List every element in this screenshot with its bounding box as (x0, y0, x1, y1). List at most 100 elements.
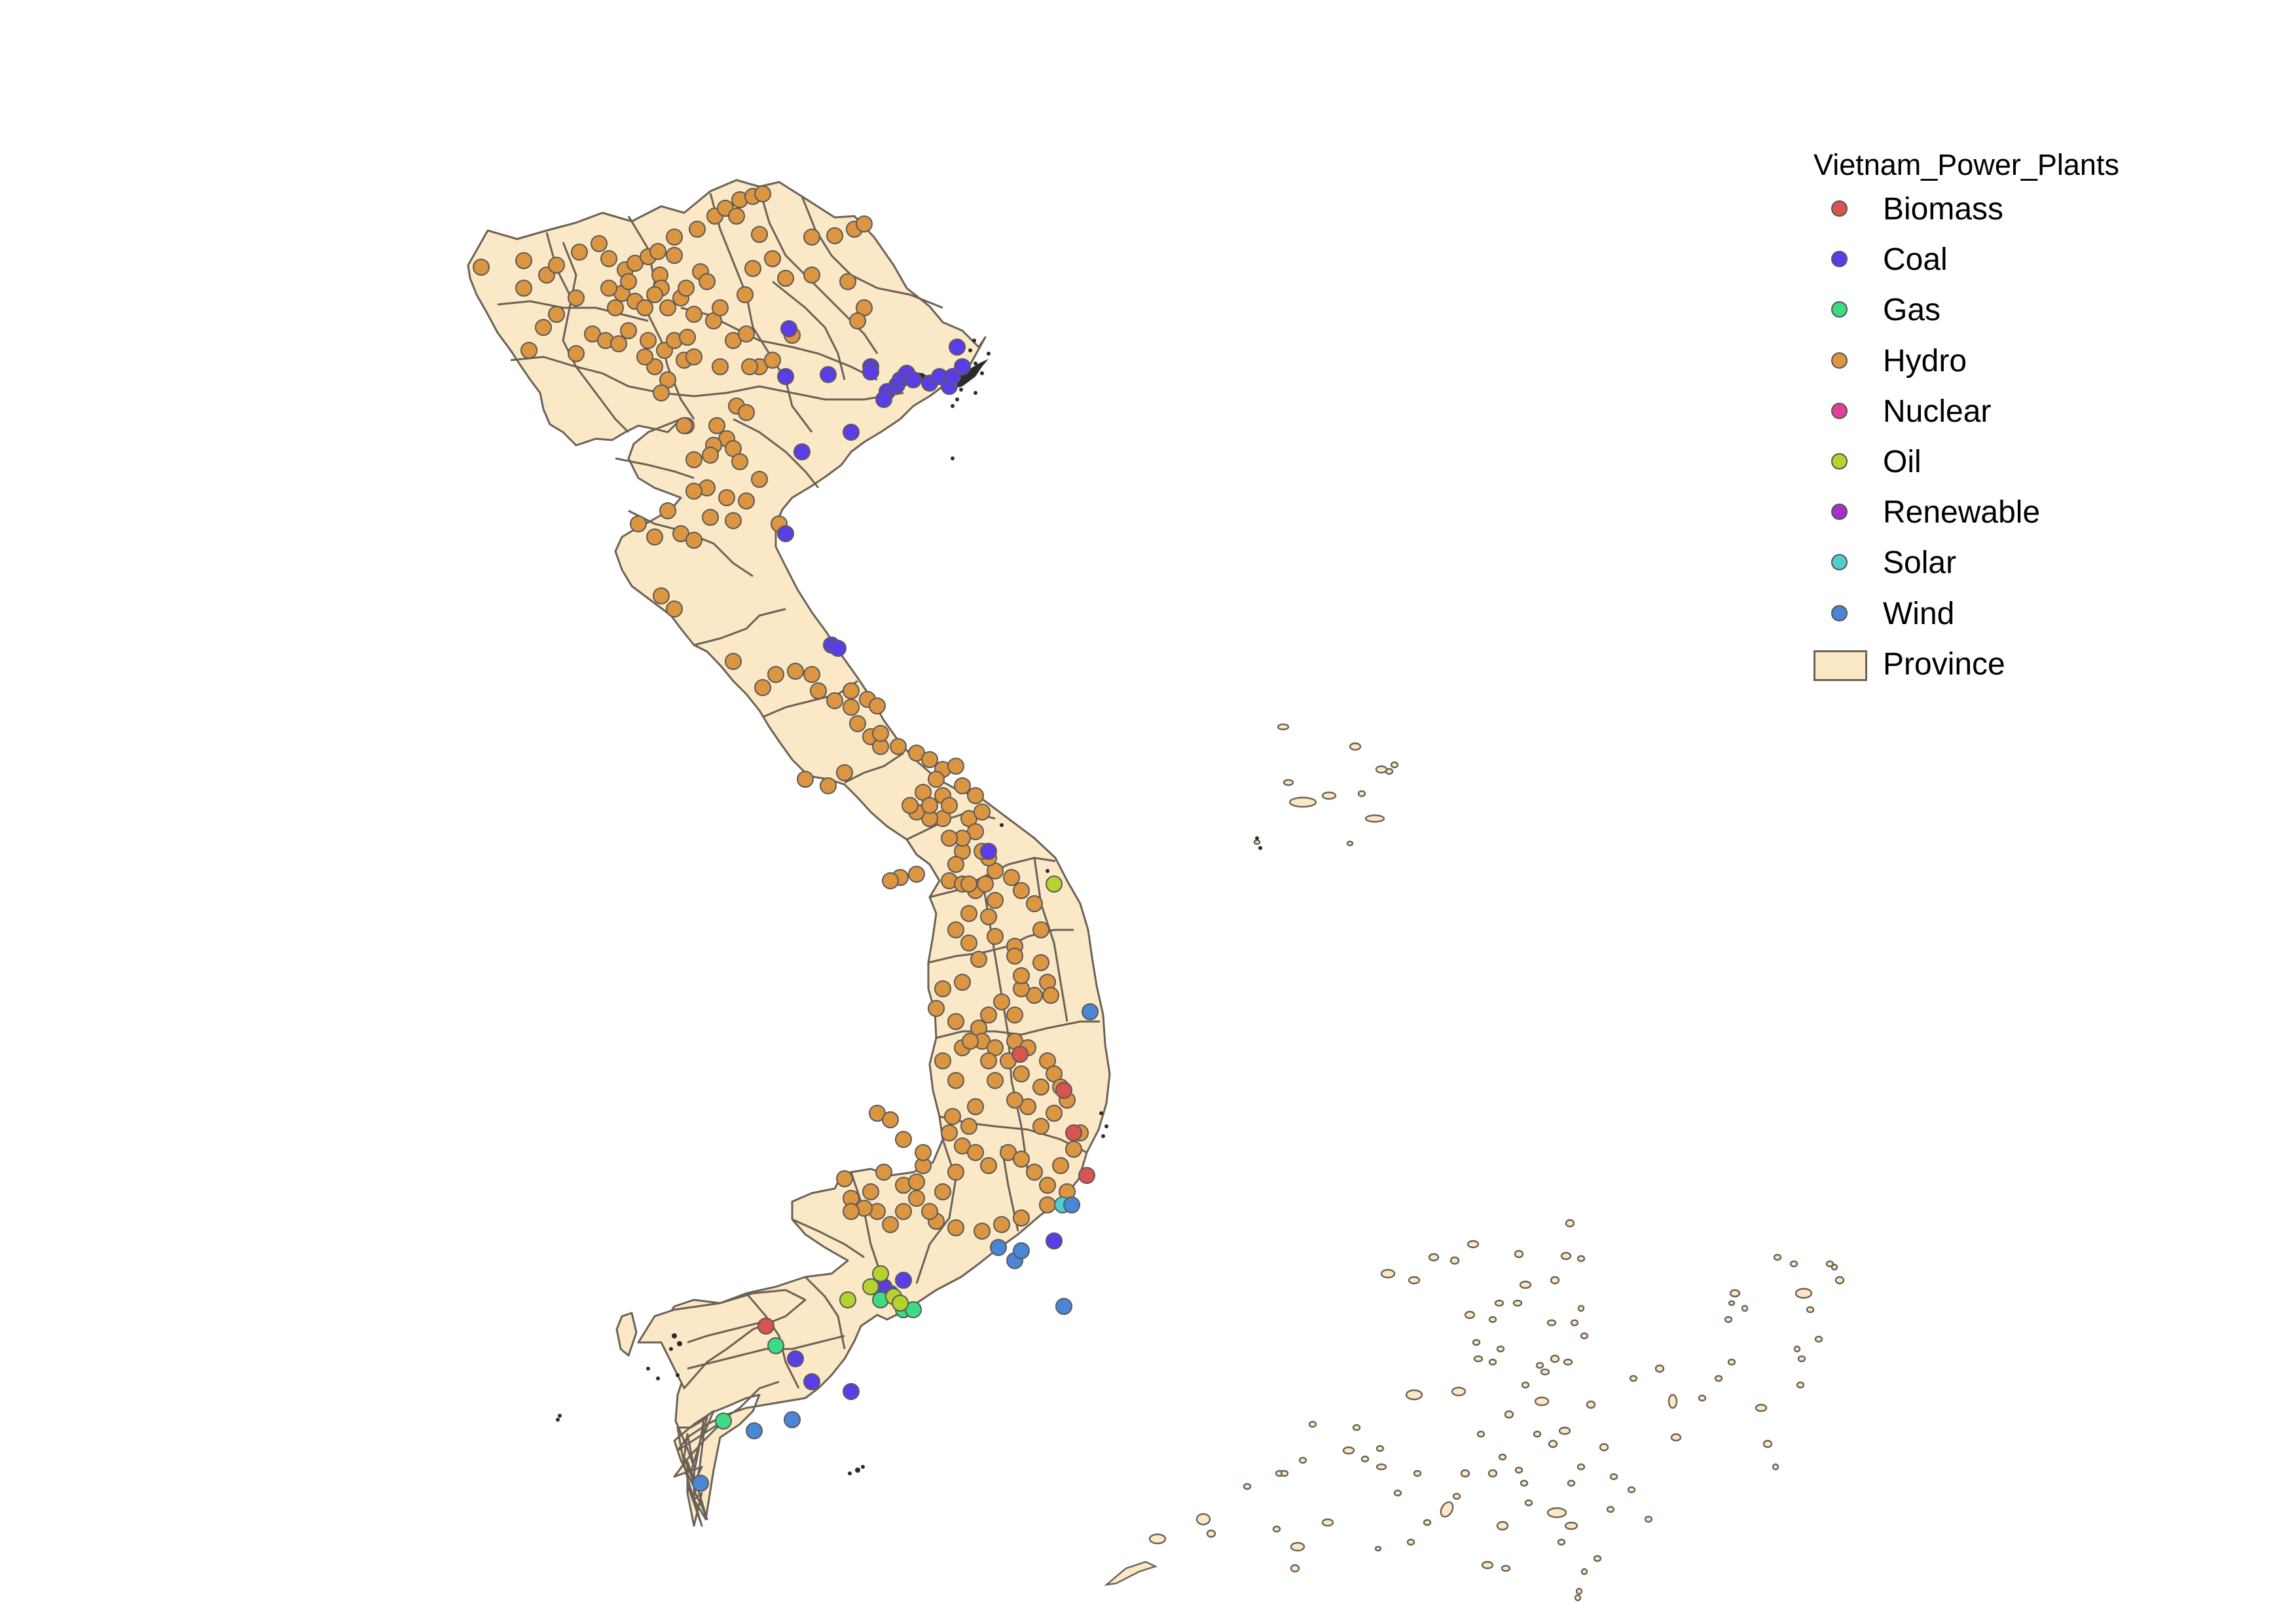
hydro-plant-marker[interactable] (908, 1173, 925, 1190)
oil-plant-marker[interactable] (839, 1291, 856, 1308)
hydro-plant-marker[interactable] (872, 725, 889, 742)
hydro-plant-marker[interactable] (934, 1052, 951, 1069)
hydro-plant-marker[interactable] (941, 830, 958, 847)
hydro-plant-marker[interactable] (646, 528, 663, 545)
hydro-plant-marker[interactable] (738, 325, 755, 342)
coal-plant-marker[interactable] (905, 371, 922, 388)
hydro-plant-marker[interactable] (941, 1124, 958, 1141)
hydro-plant-marker[interactable] (515, 280, 532, 297)
hydro-plant-marker[interactable] (712, 299, 729, 316)
hydro-plant-marker[interactable] (1026, 1164, 1043, 1181)
hydro-plant-marker[interactable] (678, 280, 695, 297)
hydro-plant-marker[interactable] (826, 227, 843, 244)
hydro-plant-marker[interactable] (737, 286, 754, 303)
hydro-plant-marker[interactable] (610, 335, 627, 352)
hydro-plant-marker[interactable] (902, 797, 919, 814)
hydro-plant-marker[interactable] (967, 1098, 984, 1115)
coal-plant-marker[interactable] (954, 358, 971, 375)
hydro-plant-marker[interactable] (666, 247, 683, 264)
hydro-plant-marker[interactable] (685, 483, 702, 500)
hydro-plant-marker[interactable] (708, 417, 725, 434)
hydro-plant-marker[interactable] (751, 471, 768, 488)
oil-plant-marker[interactable] (862, 1278, 879, 1295)
hydro-plant-marker[interactable] (1013, 1065, 1030, 1082)
hydro-plant-marker[interactable] (970, 951, 987, 968)
hydro-plant-marker[interactable] (921, 751, 938, 768)
hydro-plant-marker[interactable] (764, 250, 781, 267)
hydro-plant-marker[interactable] (980, 1052, 997, 1069)
biomass-plant-marker[interactable] (1055, 1082, 1072, 1099)
hydro-plant-marker[interactable] (980, 1006, 997, 1024)
hydro-plant-marker[interactable] (548, 257, 565, 274)
legend-item-renewable[interactable]: Renewable (1813, 488, 2272, 538)
hydro-plant-marker[interactable] (987, 892, 1004, 909)
oil-plant-marker[interactable] (892, 1295, 909, 1312)
hydro-plant-marker[interactable] (728, 208, 745, 225)
hydro-plant-marker[interactable] (679, 329, 696, 346)
hydro-plant-marker[interactable] (928, 771, 945, 788)
legend-item-wind[interactable]: Wind (1813, 589, 2272, 640)
hydro-plant-marker[interactable] (843, 1203, 860, 1220)
hydro-plant-marker[interactable] (843, 699, 860, 716)
hydro-plant-marker[interactable] (666, 600, 683, 618)
hydro-plant-marker[interactable] (1013, 1151, 1030, 1168)
hydro-plant-marker[interactable] (862, 1183, 879, 1200)
hydro-plant-marker[interactable] (820, 777, 837, 794)
hydro-plant-marker[interactable] (869, 697, 886, 714)
hydro-plant-marker[interactable] (676, 417, 693, 434)
hydro-plant-marker[interactable] (882, 1111, 899, 1128)
hydro-plant-marker[interactable] (1003, 869, 1020, 886)
hydro-plant-marker[interactable] (568, 289, 585, 306)
hydro-plant-marker[interactable] (1039, 1177, 1056, 1194)
hydro-plant-marker[interactable] (875, 1164, 892, 1181)
hydro-plant-marker[interactable] (1032, 1079, 1049, 1096)
hydro-plant-marker[interactable] (1065, 1141, 1082, 1158)
hydro-plant-marker[interactable] (699, 273, 716, 290)
hydro-plant-marker[interactable] (974, 803, 991, 821)
hydro-plant-marker[interactable] (836, 1170, 853, 1187)
wind-plant-marker[interactable] (1013, 1242, 1030, 1259)
hydro-plant-marker[interactable] (921, 1203, 938, 1220)
coal-plant-marker[interactable] (820, 366, 837, 383)
hydro-plant-marker[interactable] (803, 267, 820, 284)
hydro-plant-marker[interactable] (1013, 967, 1030, 984)
hydro-plant-marker[interactable] (1039, 1196, 1056, 1213)
hydro-plant-marker[interactable] (947, 921, 964, 938)
hydro-plant-marker[interactable] (600, 280, 617, 297)
hydro-plant-marker[interactable] (1032, 1118, 1049, 1135)
coal-plant-marker[interactable] (843, 1383, 860, 1400)
hydro-plant-marker[interactable] (797, 771, 814, 788)
oil-plant-marker[interactable] (872, 1265, 889, 1282)
hydro-plant-marker[interactable] (967, 1144, 984, 1161)
coal-plant-marker[interactable] (895, 1272, 912, 1289)
hydro-plant-marker[interactable] (1042, 987, 1059, 1004)
hydro-plant-marker[interactable] (810, 682, 827, 699)
hydro-plant-marker[interactable] (738, 492, 755, 509)
hydro-plant-marker[interactable] (967, 787, 984, 804)
hydro-plant-marker[interactable] (712, 358, 729, 375)
hydro-plant-marker[interactable] (993, 1216, 1010, 1233)
hydro-plant-marker[interactable] (548, 306, 565, 323)
hydro-plant-marker[interactable] (520, 342, 538, 359)
hydro-plant-marker[interactable] (954, 777, 971, 794)
coal-plant-marker[interactable] (843, 424, 860, 441)
coal-plant-marker[interactable] (780, 320, 797, 337)
hydro-plant-marker[interactable] (571, 244, 588, 261)
wind-plant-marker[interactable] (1055, 1298, 1072, 1315)
hydro-plant-marker[interactable] (843, 682, 860, 699)
legend-item-solar[interactable]: Solar (1813, 538, 2272, 589)
hydro-plant-marker[interactable] (787, 663, 804, 680)
hydro-plant-marker[interactable] (962, 1033, 979, 1050)
hydro-plant-marker[interactable] (744, 260, 761, 277)
wind-plant-marker[interactable] (692, 1475, 709, 1492)
hydro-plant-marker[interactable] (890, 738, 907, 755)
hydro-plant-marker[interactable] (591, 235, 608, 252)
hydro-plant-marker[interactable] (767, 666, 784, 683)
coal-plant-marker[interactable] (949, 339, 966, 356)
hydro-plant-marker[interactable] (646, 286, 663, 303)
biomass-plant-marker[interactable] (1011, 1046, 1029, 1063)
hydro-plant-marker[interactable] (741, 358, 758, 375)
hydro-plant-marker[interactable] (1006, 1006, 1023, 1024)
hydro-plant-marker[interactable] (653, 384, 670, 401)
